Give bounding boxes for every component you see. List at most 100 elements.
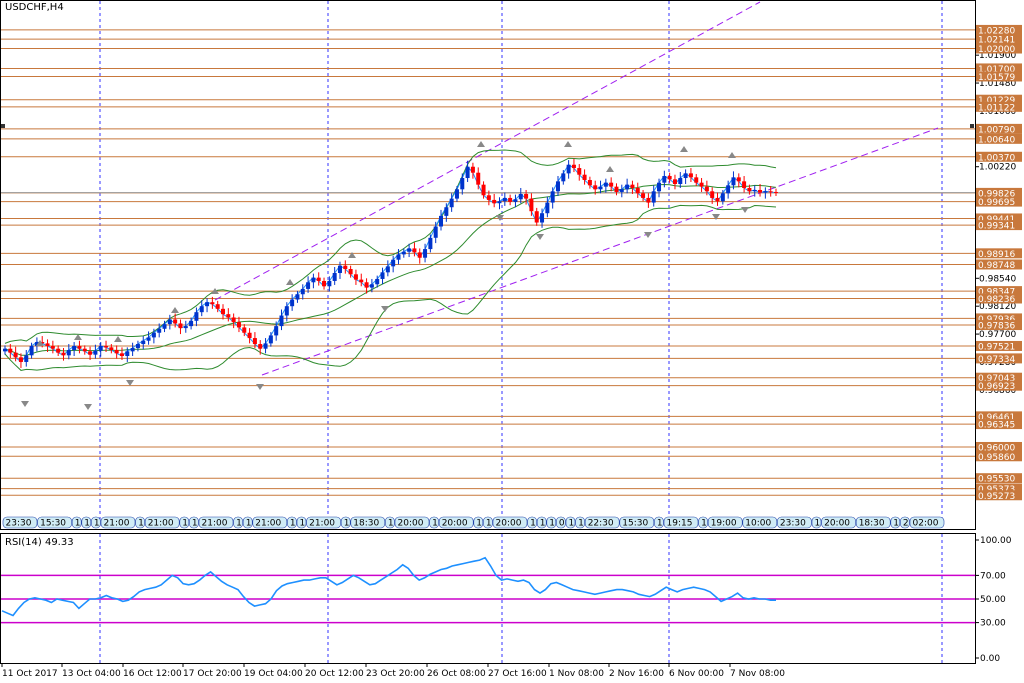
session-badge — [619, 516, 655, 529]
candle-body — [231, 317, 236, 323]
fractal-up-marker — [680, 146, 688, 152]
session-badge — [144, 516, 180, 529]
level-badge — [976, 313, 1022, 324]
session-badge — [242, 516, 253, 529]
candle-body — [412, 248, 417, 253]
candle-body — [93, 350, 98, 355]
candle-body — [768, 191, 773, 193]
candle-body — [492, 199, 497, 204]
candle-body — [364, 282, 369, 288]
time-tick-label: 6 Nov 00:00 — [669, 669, 724, 679]
level-badge-label: 1.00790 — [978, 125, 1015, 135]
candle-body — [322, 280, 327, 287]
price-tick-label: 0.98540 — [979, 274, 1016, 284]
candle-body — [678, 178, 683, 184]
candle-body — [747, 187, 752, 192]
session-badge — [909, 516, 945, 529]
level-badge-label: 0.98236 — [978, 295, 1015, 305]
level-badge — [976, 340, 1022, 351]
fractal-down-marker — [741, 207, 749, 213]
session-badge-label: 23:30 — [780, 519, 806, 529]
session-badge — [890, 516, 901, 529]
candle-body — [327, 280, 332, 287]
session-badge-label: 1 — [486, 519, 492, 529]
level-badge — [976, 187, 1022, 198]
price-tick-label: 1.01900 — [979, 51, 1016, 61]
candle-body — [130, 348, 135, 352]
session-badge — [777, 516, 812, 529]
level-badge-label: 0.97043 — [978, 374, 1015, 384]
level-badge-label: 0.97521 — [978, 342, 1015, 352]
candle-body — [178, 323, 183, 329]
right-marker — [970, 124, 974, 128]
candle-body — [449, 198, 454, 208]
level-badge — [976, 419, 1022, 430]
candle-body — [609, 182, 614, 187]
candle-body — [226, 314, 231, 318]
candle-body — [566, 164, 571, 174]
session-badge — [296, 516, 307, 529]
level-badge — [976, 213, 1022, 224]
session-badge-label: 20:00 — [496, 519, 522, 529]
session-badge-label: 1 — [182, 519, 188, 529]
level-badge-label: 0.99341 — [978, 222, 1015, 232]
candle-body — [274, 326, 279, 336]
candle-body — [667, 176, 672, 180]
candle-body — [683, 173, 688, 179]
candle-body — [545, 202, 550, 214]
session-badge-label: 22:30 — [588, 519, 614, 529]
level-badge — [976, 151, 1022, 162]
fractal-down-marker — [84, 404, 92, 410]
level-badge-label: 0.96923 — [978, 382, 1015, 392]
session-badge — [438, 516, 474, 529]
level-badge-label: 0.97836 — [978, 322, 1015, 332]
candle-body — [444, 207, 449, 216]
fractal-down-marker — [644, 232, 652, 238]
candle-body — [460, 178, 465, 190]
candle-body — [534, 211, 539, 223]
candle-body — [61, 352, 66, 356]
candle-body — [114, 350, 119, 354]
candle-body — [343, 265, 348, 269]
level-badge — [976, 411, 1022, 422]
candle-body — [242, 327, 247, 333]
left-marker — [1, 124, 5, 128]
session-badge-label: 1 — [344, 519, 350, 529]
candle-body — [619, 189, 624, 192]
candle-body — [752, 189, 757, 192]
session-badge-label: 1 — [540, 519, 546, 529]
rsi-tick-label: 30.00 — [980, 619, 1006, 629]
candle-body — [736, 177, 741, 182]
candle-body — [763, 191, 768, 193]
candle-body — [284, 306, 289, 316]
candle-body — [726, 185, 731, 194]
session-badge — [252, 516, 288, 529]
candle-body — [742, 181, 747, 188]
level-badge-label: 0.96000 — [978, 443, 1015, 453]
level-badge — [976, 380, 1022, 391]
level-badge — [976, 248, 1022, 259]
candle-body — [13, 352, 18, 358]
candle-body — [699, 182, 704, 187]
session-badge-label: 20:00 — [442, 519, 468, 529]
session-badge-label: 1 — [75, 519, 81, 529]
fractal-down-marker — [126, 380, 134, 386]
time-tick-label: 26 Oct 08:00 — [427, 669, 486, 679]
session-badge — [556, 516, 566, 529]
candle-body — [146, 337, 151, 341]
price-tick-label: 0.98120 — [979, 302, 1016, 312]
candle-body — [173, 319, 178, 324]
candle-body — [688, 173, 693, 178]
session-badge — [81, 516, 92, 529]
level-badge-label: 1.01700 — [978, 65, 1015, 75]
session-labels: 23:30 15:30 1 1 1 21:00 1 21:00 1 1 21:00 1 1 21:00 1 1… — [2, 516, 945, 529]
level-badge-label: 1.02141 — [978, 36, 1015, 46]
price-tick-label: 0.96860 — [979, 386, 1016, 396]
candle-body — [662, 176, 667, 183]
session-badge — [584, 516, 620, 529]
candle-body — [710, 191, 715, 198]
session-badge — [179, 516, 190, 529]
candle-body — [428, 237, 433, 250]
candle-body — [555, 181, 560, 192]
